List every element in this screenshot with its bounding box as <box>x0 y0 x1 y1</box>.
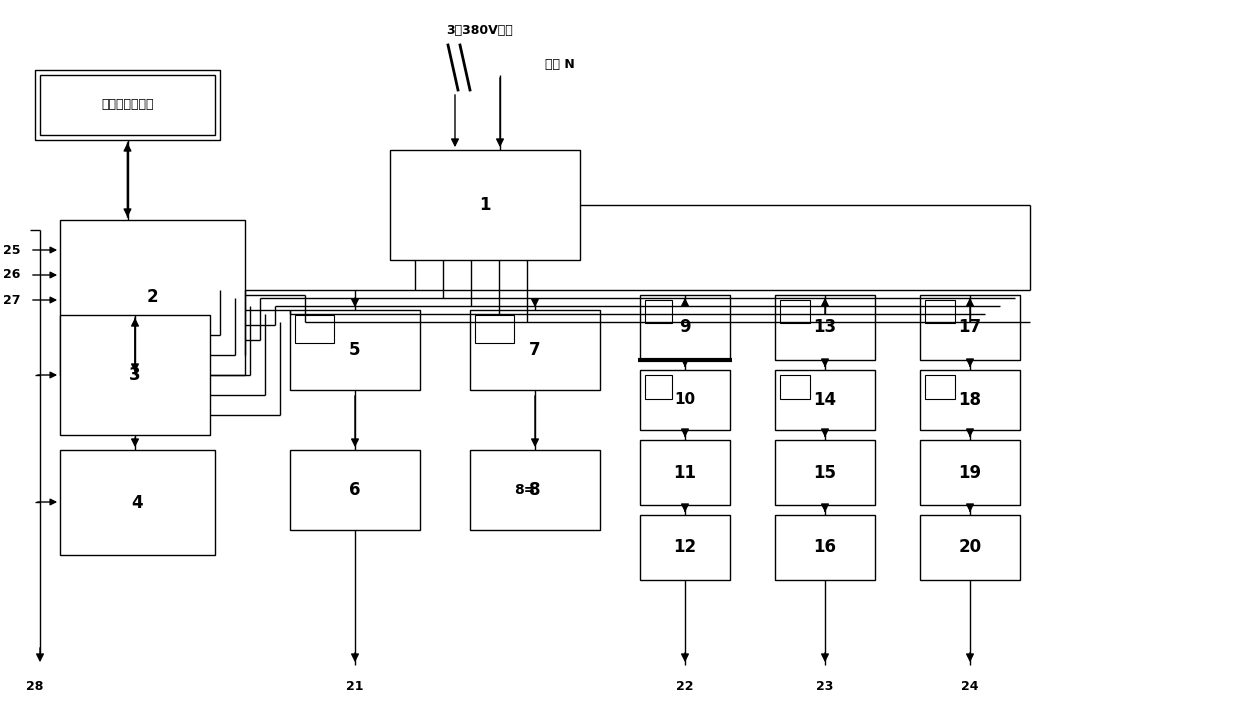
Text: 25: 25 <box>2 244 20 257</box>
Bar <box>640 295 730 360</box>
Text: 6: 6 <box>350 481 361 499</box>
Text: 中控室监控系统: 中控室监控系统 <box>102 99 154 112</box>
Bar <box>775 440 875 505</box>
Bar <box>645 375 672 399</box>
Bar <box>35 70 219 140</box>
Bar <box>40 75 215 135</box>
Text: 16: 16 <box>813 539 837 557</box>
Bar <box>60 315 210 435</box>
Text: 19: 19 <box>959 464 982 482</box>
Bar <box>775 295 875 360</box>
Bar <box>775 370 875 430</box>
Bar <box>470 450 600 530</box>
Text: 17: 17 <box>959 319 982 337</box>
Bar <box>920 515 1021 580</box>
Text: 27: 27 <box>2 293 20 306</box>
Bar <box>391 150 580 260</box>
Text: 11: 11 <box>673 464 697 482</box>
Text: 21: 21 <box>346 680 363 693</box>
Text: 14: 14 <box>813 391 837 409</box>
Text: 20: 20 <box>959 539 982 557</box>
Text: 28: 28 <box>26 680 43 693</box>
Text: 5: 5 <box>350 341 361 359</box>
Bar <box>920 370 1021 430</box>
Text: 23: 23 <box>816 680 833 693</box>
Bar <box>290 310 420 390</box>
Bar <box>780 300 810 323</box>
Text: 8=: 8= <box>515 483 536 497</box>
Text: 13: 13 <box>813 319 837 337</box>
Text: 8: 8 <box>529 481 541 499</box>
Bar <box>920 295 1021 360</box>
Bar <box>640 515 730 580</box>
Text: 电源 N: 电源 N <box>546 58 575 71</box>
Bar <box>640 440 730 505</box>
Bar <box>475 315 515 343</box>
Text: 3相380V电源: 3相380V电源 <box>446 24 513 37</box>
Text: 7: 7 <box>529 341 541 359</box>
Bar <box>925 375 955 399</box>
Text: 12: 12 <box>673 539 697 557</box>
Bar <box>780 375 810 399</box>
Text: 26: 26 <box>2 268 20 281</box>
Text: 9: 9 <box>680 319 691 337</box>
Text: 22: 22 <box>676 680 693 693</box>
Bar <box>925 300 955 323</box>
Text: 18: 18 <box>959 391 982 409</box>
Bar <box>645 300 672 323</box>
Bar <box>470 310 600 390</box>
Text: 2: 2 <box>146 288 159 306</box>
Bar <box>295 315 334 343</box>
Bar <box>290 450 420 530</box>
Bar <box>60 450 215 555</box>
Bar <box>920 440 1021 505</box>
Text: 24: 24 <box>961 680 978 693</box>
Bar <box>775 515 875 580</box>
Text: 15: 15 <box>813 464 837 482</box>
Text: 1: 1 <box>479 196 491 214</box>
Bar <box>60 220 246 375</box>
Bar <box>640 370 730 430</box>
Text: 3: 3 <box>129 366 141 384</box>
Text: 10: 10 <box>675 392 696 407</box>
Text: 4: 4 <box>131 493 144 511</box>
